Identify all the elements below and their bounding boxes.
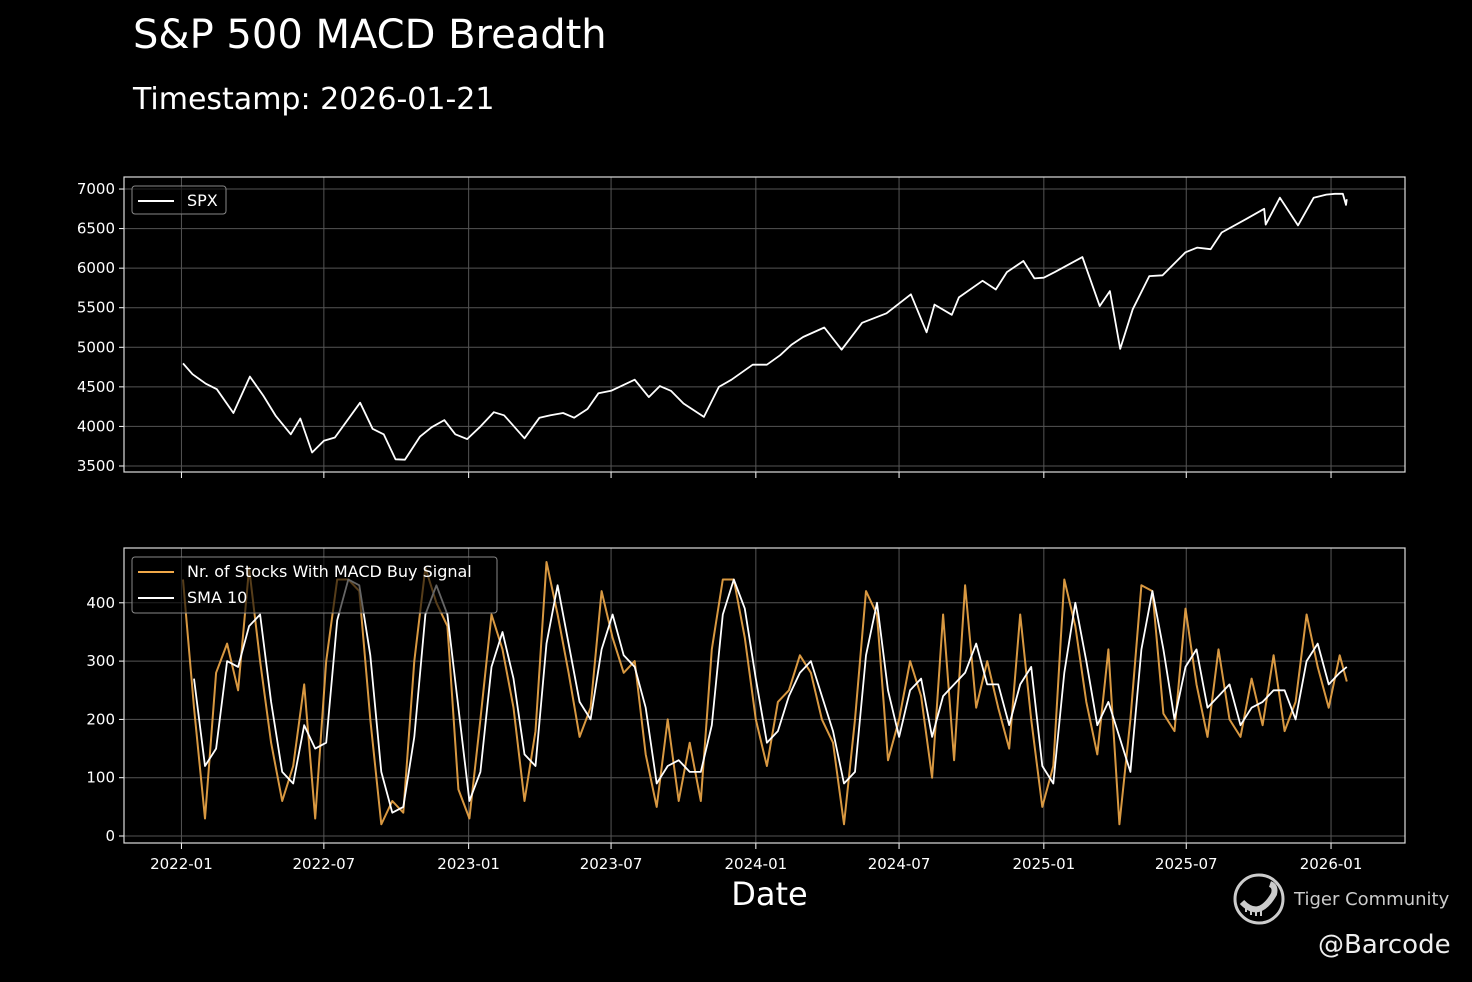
x-tick-label: 2022-01 bbox=[150, 855, 213, 873]
y-tick-label: 400 bbox=[86, 594, 115, 612]
x-tick-label: 2024-01 bbox=[725, 855, 788, 873]
y-tick-label: 3500 bbox=[77, 457, 115, 475]
chart-subtitle: Timestamp: 2026-01-21 bbox=[133, 82, 495, 117]
x-tick-label: 2022-07 bbox=[293, 855, 356, 873]
panel-1: 3500 4000 4500 5000 5500 6000 6500 7000 SPX bbox=[77, 176, 1406, 478]
legend: SPX bbox=[131, 185, 227, 215]
series-line-sma-10 bbox=[193, 578, 1348, 814]
y-tick-label: 300 bbox=[86, 652, 115, 670]
y-tick-label: 5500 bbox=[77, 299, 115, 317]
watermark: Tiger Community bbox=[1232, 872, 1449, 926]
series-line-spx bbox=[182, 192, 1348, 461]
panel-2: 2022-01 2022-07 2023-01 2023-07 2024-01 2024-… bbox=[86, 547, 1406, 913]
legend-label: SPX bbox=[187, 191, 218, 210]
y-tick-label: 7000 bbox=[77, 180, 115, 198]
plot-frame bbox=[123, 547, 1406, 844]
legend: Nr. of Stocks With MACD Buy Signal SMA 10 bbox=[131, 556, 498, 614]
legend-label: Nr. of Stocks With MACD Buy Signal bbox=[187, 562, 472, 581]
legend-label: SMA 10 bbox=[187, 588, 247, 607]
x-tick-label: 2024-07 bbox=[868, 855, 931, 873]
legend-box bbox=[131, 556, 498, 614]
y-tick-label: 5000 bbox=[77, 338, 115, 356]
x-tick-label: 2026-01 bbox=[1300, 855, 1363, 873]
watermark-handle: @Barcode bbox=[1318, 930, 1451, 960]
tiger-logo-icon bbox=[1233, 873, 1285, 925]
y-tick-label: 4500 bbox=[77, 378, 115, 396]
y-tick-label: 6000 bbox=[77, 259, 115, 277]
y-tick-label: 6500 bbox=[77, 220, 115, 238]
y-tick-label: 200 bbox=[86, 710, 115, 728]
watermark-brand: Tiger Community bbox=[1294, 888, 1450, 910]
x-tick-label: 2023-01 bbox=[437, 855, 500, 873]
x-tick-label: 2023-07 bbox=[580, 855, 643, 873]
x-tick-label: 2025-01 bbox=[1012, 855, 1075, 873]
plot-frame bbox=[123, 176, 1406, 473]
x-tick-label: 2025-07 bbox=[1155, 855, 1218, 873]
y-tick-label: 0 bbox=[105, 827, 115, 845]
chart-title: S&P 500 MACD Breadth bbox=[133, 12, 607, 58]
legend-box bbox=[131, 185, 227, 215]
y-tick-label: 100 bbox=[86, 769, 115, 787]
series-line-nr-of-stocks-with-macd-buy-signal bbox=[182, 561, 1348, 826]
y-tick-label: 4000 bbox=[77, 417, 115, 435]
x-axis-label: Date bbox=[731, 875, 807, 913]
